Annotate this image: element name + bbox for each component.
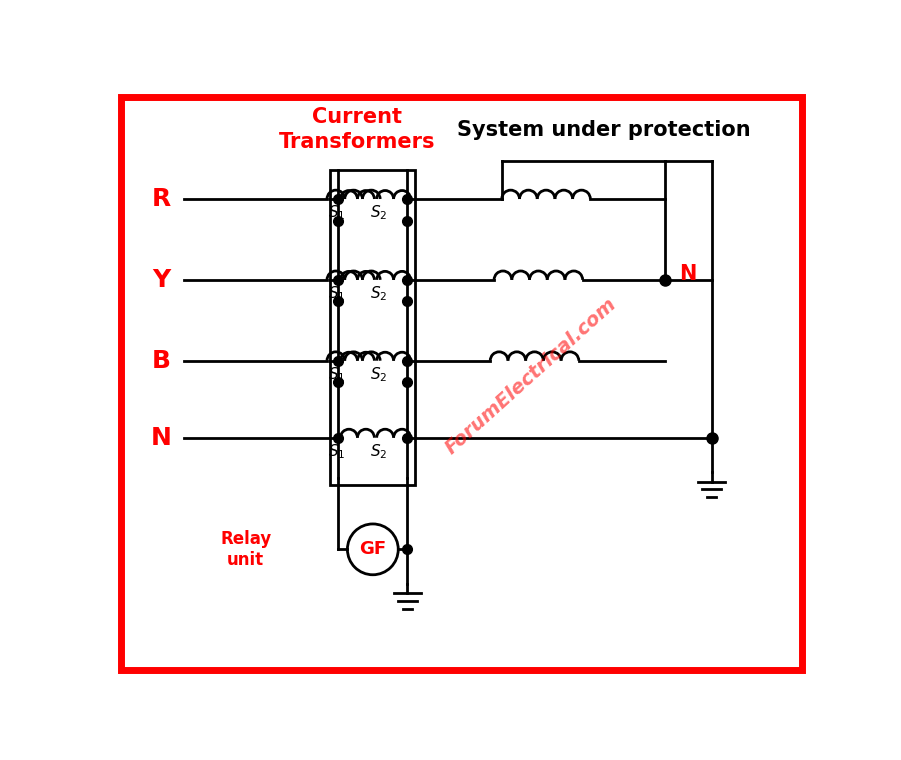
Text: Current
Transformers: Current Transformers bbox=[279, 107, 436, 152]
Text: $S_1$: $S_1$ bbox=[328, 366, 345, 384]
Text: ForumElectrical.com: ForumElectrical.com bbox=[441, 294, 620, 458]
Text: System under protection: System under protection bbox=[457, 120, 751, 140]
Text: Relay
unit: Relay unit bbox=[220, 530, 271, 568]
Text: $S_1$: $S_1$ bbox=[328, 284, 345, 303]
Text: $S_2$: $S_2$ bbox=[369, 204, 387, 222]
Text: R: R bbox=[151, 187, 170, 211]
Text: Y: Y bbox=[152, 268, 170, 292]
Text: $S_2$: $S_2$ bbox=[369, 366, 387, 384]
Text: $S_1$: $S_1$ bbox=[328, 442, 345, 461]
Text: $S_1$: $S_1$ bbox=[328, 204, 345, 222]
Text: GF: GF bbox=[359, 540, 387, 559]
Text: $S_2$: $S_2$ bbox=[369, 442, 387, 461]
Text: N: N bbox=[150, 426, 171, 450]
Text: N: N bbox=[679, 264, 696, 283]
FancyBboxPatch shape bbox=[331, 169, 415, 486]
FancyBboxPatch shape bbox=[121, 97, 803, 670]
Text: $S_2$: $S_2$ bbox=[369, 284, 387, 303]
Text: B: B bbox=[151, 349, 170, 372]
